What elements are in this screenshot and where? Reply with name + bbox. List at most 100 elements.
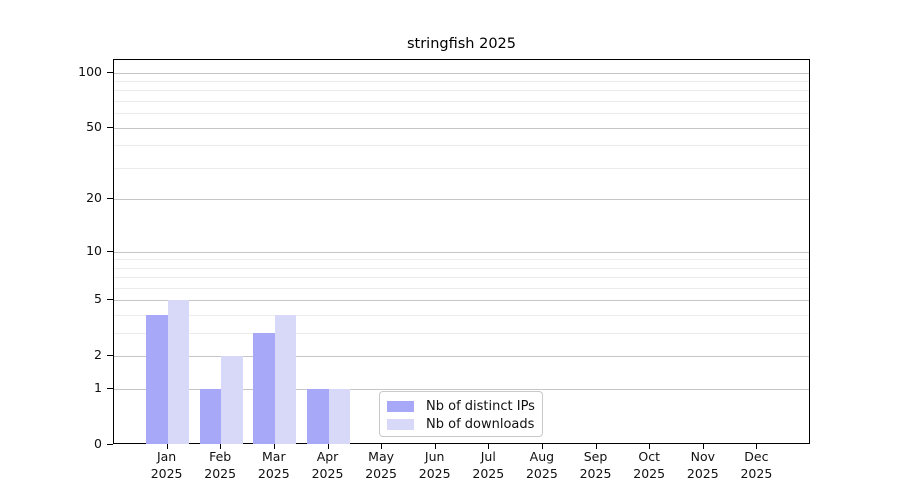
x-tick-jul <box>488 444 490 449</box>
x-tick-year: 2025 <box>633 465 666 481</box>
x-tick-oct <box>649 444 651 449</box>
x-tick-jun <box>434 444 436 449</box>
x-tick-year: 2025 <box>472 465 505 481</box>
chart-title: stringfish 2025 <box>406 36 516 52</box>
x-tick-year: 2025 <box>365 465 397 481</box>
x-tick-nov <box>702 444 704 449</box>
plot-area <box>113 59 810 444</box>
x-tick-month: Apr <box>316 449 339 464</box>
x-tick-aug <box>541 444 543 449</box>
x-tick-month: Mar <box>262 449 286 464</box>
x-tick-label-sep: Sep 2025 <box>564 449 628 482</box>
bar-nb-of-downloads-apr <box>328 389 350 444</box>
x-tick-feb <box>220 444 222 449</box>
x-tick-label-dec: Dec 2025 <box>724 449 788 482</box>
y-tick-20 <box>107 198 113 200</box>
x-tick-month: May <box>368 449 395 464</box>
bar-nb-of-distinct-ips-feb <box>199 389 222 444</box>
gridline-minor-60 <box>114 113 809 115</box>
x-tick-label-mar: Mar 2025 <box>242 449 306 482</box>
x-tick-jan <box>166 444 168 449</box>
gridline-minor-8 <box>114 267 809 269</box>
x-tick-month: Sep <box>583 449 608 464</box>
y-tick-5 <box>107 299 113 301</box>
bar-nb-of-downloads-feb <box>221 356 243 444</box>
bar-nb-of-distinct-ips-apr <box>307 389 329 444</box>
legend-item: Nb of downloads <box>387 416 534 434</box>
bar-nb-of-downloads-jan <box>167 300 190 444</box>
gridline-minor-9 <box>114 259 809 261</box>
y-tick-label-10: 10 <box>86 242 102 258</box>
x-tick-label-oct: Oct 2025 <box>617 449 681 482</box>
x-tick-year: 2025 <box>418 465 451 481</box>
x-tick-month: Feb <box>209 449 232 464</box>
x-tick-year: 2025 <box>311 465 344 481</box>
gridline-minor-3 <box>114 333 809 335</box>
legend: Nb of distinct IPs Nb of downloads <box>379 391 543 437</box>
legend-label: Nb of distinct IPs <box>426 399 535 415</box>
gridline-minor-90 <box>114 81 809 82</box>
bar-nb-of-downloads-mar <box>274 315 297 444</box>
y-tick-50 <box>107 126 113 128</box>
y-tick-10 <box>107 250 113 252</box>
y-tick-0 <box>107 444 113 445</box>
x-tick-month: Aug <box>529 449 555 464</box>
x-tick-year: 2025 <box>150 465 183 481</box>
gridline-minor-4 <box>114 315 809 317</box>
x-tick-month: Jul <box>480 449 496 464</box>
x-tick-mar <box>273 444 275 449</box>
gridline-minor-80 <box>114 90 809 92</box>
x-tick-dec <box>756 444 758 449</box>
x-tick-month: Oct <box>638 449 660 464</box>
x-tick-label-feb: Feb 2025 <box>188 449 252 482</box>
gridline-major-100 <box>114 72 809 74</box>
y-tick-100 <box>107 71 113 73</box>
x-tick-month: Nov <box>690 449 715 464</box>
gridline-minor-6 <box>114 288 809 289</box>
bar-nb-of-distinct-ips-mar <box>253 333 275 444</box>
y-tick-label-0: 0 <box>94 436 102 451</box>
x-tick-apr <box>327 444 329 449</box>
x-tick-label-apr: Apr 2025 <box>296 449 360 482</box>
y-tick-label-20: 20 <box>86 190 102 206</box>
legend-swatch-icon <box>387 418 414 430</box>
gridline-major-2 <box>114 356 809 358</box>
x-tick-label-jul: Jul 2025 <box>456 449 520 482</box>
x-tick-year: 2025 <box>204 465 237 481</box>
x-tick-year: 2025 <box>686 465 719 481</box>
y-tick-1 <box>107 388 113 390</box>
bar-nb-of-distinct-ips-jan <box>146 315 168 444</box>
x-tick-year: 2025 <box>740 465 773 481</box>
x-tick-label-may: May 2025 <box>349 449 413 482</box>
legend-item: Nb of distinct IPs <box>387 398 535 416</box>
x-tick-year: 2025 <box>257 465 290 481</box>
gridline-major-1 <box>114 389 809 391</box>
x-tick-month: Jun <box>424 449 445 464</box>
gridline-minor-7 <box>114 277 809 279</box>
gridline-minor-30 <box>114 167 809 169</box>
x-tick-label-aug: Aug 2025 <box>510 449 574 482</box>
y-tick-label-50: 50 <box>86 118 102 134</box>
gridline-major-50 <box>114 127 809 129</box>
x-tick-year: 2025 <box>525 465 558 481</box>
gridline-major-5 <box>114 300 809 302</box>
legend-label: Nb of downloads <box>426 416 535 432</box>
x-tick-month: Dec <box>744 449 769 464</box>
y-tick-label-100: 100 <box>78 63 102 79</box>
x-tick-month: Jan <box>156 449 177 464</box>
y-tick-2 <box>107 355 113 357</box>
gridline-major-20 <box>114 199 809 201</box>
x-tick-sep <box>595 444 597 449</box>
y-tick-label-5: 5 <box>94 291 102 307</box>
x-tick-label-jun: Jun 2025 <box>403 449 467 482</box>
y-tick-label-1: 1 <box>94 380 102 396</box>
y-tick-label-2: 2 <box>94 347 102 363</box>
x-tick-label-nov: Nov 2025 <box>671 449 735 482</box>
gridline-major-10 <box>114 251 809 253</box>
gridline-minor-70 <box>114 101 809 102</box>
x-tick-may <box>381 444 383 449</box>
legend-swatch-icon <box>387 401 414 413</box>
gridline-minor-40 <box>114 145 809 147</box>
x-tick-label-jan: Jan 2025 <box>135 449 199 482</box>
